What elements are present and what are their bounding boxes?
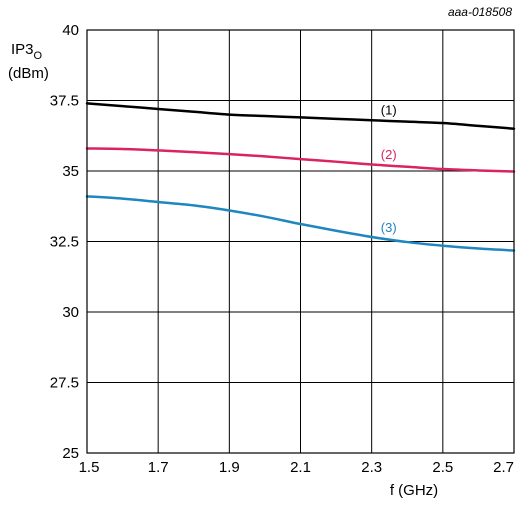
x-tick-label: 1.7 xyxy=(148,459,169,476)
y-axis-unit: (dBm) xyxy=(8,65,49,82)
series-label-2: (2) xyxy=(381,147,397,162)
y-tick-label: 35 xyxy=(62,163,79,180)
series-lines xyxy=(85,102,516,252)
y-axis-label-main: IP3 xyxy=(11,41,34,58)
x-tick-labels: 1.5 1.7 1.9 2.1 2.3 2.5 2.7 xyxy=(79,459,514,476)
y-tick-label: 40 xyxy=(62,22,79,39)
x-tick-label: 1.9 xyxy=(219,459,240,476)
y-tick-label: 27.5 xyxy=(50,375,79,392)
plot-frame xyxy=(86,29,515,454)
series-line-2 xyxy=(85,147,516,173)
y-axis-label-subscript: O xyxy=(34,50,43,62)
y-tick-label: 25 xyxy=(62,445,79,462)
x-tick-label: 2.3 xyxy=(361,459,382,476)
y-tick-label: 37.5 xyxy=(50,93,79,110)
series-label-1: (1) xyxy=(381,103,397,118)
figure-id: aaa-018508 xyxy=(448,5,512,19)
x-tick-label: 2.5 xyxy=(432,459,453,476)
series-label-3: (3) xyxy=(381,220,397,235)
x-tick-label: 1.5 xyxy=(79,459,100,476)
y-tick-labels: 25 27.5 30 32.5 35 37.5 40 xyxy=(50,22,79,462)
x-axis-label: f (GHz) xyxy=(390,482,438,499)
series-line-1 xyxy=(85,102,516,130)
series-line-3 xyxy=(85,195,516,252)
y-tick-label: 30 xyxy=(62,304,79,321)
x-tick-label: 2.7 xyxy=(493,459,514,476)
x-tick-label: 2.1 xyxy=(290,459,311,476)
gridlines xyxy=(86,29,515,454)
y-axis-label: IP3O xyxy=(11,41,43,62)
series-labels: (1) (2) (3) xyxy=(381,103,397,235)
y-tick-label: 32.5 xyxy=(50,234,79,251)
